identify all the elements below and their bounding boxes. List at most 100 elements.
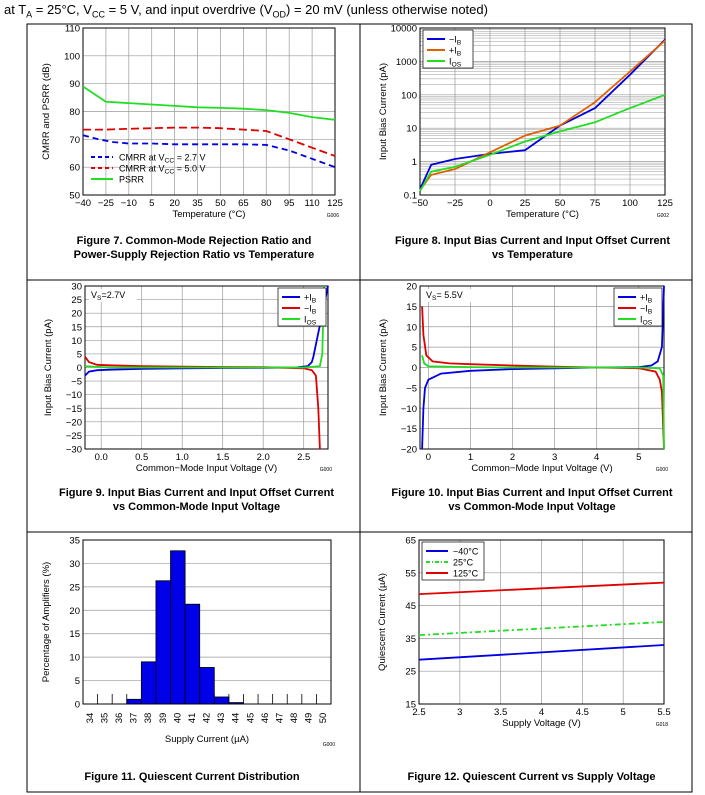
y-tick-label: 35 <box>69 536 80 547</box>
legend-label: −IB <box>304 304 317 316</box>
series-line <box>421 355 665 450</box>
legend-label-part: −I <box>640 304 648 314</box>
legend-label-part: I <box>640 315 643 325</box>
fig9-chart: −30 −25 −20 −15 −10 −5 0 5 10 15 20 25 30 0.0 0.5 1.0 1.… <box>43 282 334 514</box>
y-tick-label: −5 <box>71 377 82 388</box>
legend-label-part: CC <box>165 169 175 176</box>
series-line <box>84 285 325 369</box>
plot-frame <box>82 27 336 196</box>
figure-caption: vs Common-Mode Input Voltage <box>448 501 615 513</box>
y-tick-label: 25 <box>71 295 82 306</box>
legend-label-part: CMRR at V <box>119 164 165 174</box>
legend-label-part: CC <box>165 158 175 165</box>
supply-voltage-annotation-part: S <box>432 295 437 302</box>
x-tick-label: 25 <box>520 198 531 209</box>
legend-label-part: +I <box>640 293 648 303</box>
y-tick-label: 1000 <box>396 57 417 68</box>
x-tick-label: −10 <box>121 198 137 209</box>
header-vcc-sub: CC <box>91 9 105 20</box>
y-tick-label: 65 <box>405 536 416 547</box>
x-tick-label: 1.0 <box>176 452 189 463</box>
legend-label-part: B <box>457 51 462 58</box>
legend-label: IOS <box>640 315 653 327</box>
x-axis-title: Common−Mode Input Voltage (V) <box>136 463 277 474</box>
y-tick-label: 10 <box>71 336 82 347</box>
y-tick-label: 10 <box>69 653 80 664</box>
x-axis-title: Temperature (°C) <box>173 209 246 220</box>
y-tick-label: −10 <box>401 404 417 415</box>
x-tick-label: 35 <box>99 713 110 724</box>
x-tick-label: 47 <box>274 713 285 724</box>
legend-label: −IB <box>640 304 653 316</box>
histogram-bar <box>170 550 186 705</box>
supply-voltage-annotation-part: S <box>97 295 102 302</box>
x-tick-label: 5 <box>636 452 641 463</box>
figure-caption: Figure 12. Quiescent Current vs Supply V… <box>408 771 656 783</box>
x-tick-label: 110 <box>305 198 320 209</box>
x-tick-label: 46 <box>260 713 271 724</box>
x-tick-label: 3 <box>457 707 462 718</box>
x-tick-label: 5 <box>621 707 626 718</box>
y-tick-label: −15 <box>401 424 417 435</box>
legend-label: CMRR at VCC = 2.7 V <box>119 153 206 165</box>
legend-label-part: −I <box>304 304 312 314</box>
y-tick-label: 15 <box>71 322 82 333</box>
legend-label: IOS <box>449 57 462 69</box>
annotation-bg <box>89 289 137 302</box>
x-tick-label: 34 <box>85 713 96 724</box>
y-tick-label: 45 <box>405 601 416 612</box>
y-tick-label: 70 <box>69 135 80 146</box>
y-tick-label: −20 <box>401 445 417 456</box>
series-line <box>421 306 665 450</box>
y-tick-label: 0 <box>77 363 82 374</box>
legend-label-part: B <box>312 309 317 316</box>
histogram-bar <box>184 603 201 705</box>
x-tick-label: 125 <box>657 198 673 209</box>
y-axis-title: Input Bias Current (pA) <box>43 319 54 416</box>
y-tick-label: 15 <box>405 700 416 711</box>
x-tick-label: 5 <box>149 198 154 209</box>
legend-label: −IB <box>449 35 462 47</box>
x-tick-label: 20 <box>169 198 180 209</box>
x-tick-label: 2 <box>510 452 515 463</box>
conditions-header: at TA = 25°C, VCC = 5 V, and input overd… <box>4 2 488 20</box>
figure-code: G000 <box>323 742 335 748</box>
legend-label-part: B <box>312 298 317 305</box>
x-tick-label: 65 <box>238 198 249 209</box>
y-tick-label: −10 <box>66 390 82 401</box>
y-tick-label: 10 <box>406 124 417 135</box>
y-tick-label: 0.1 <box>404 191 417 202</box>
y-tick-label: 60 <box>69 163 80 174</box>
x-tick-label: 50 <box>215 198 226 209</box>
figure-code: G018 <box>656 722 668 728</box>
legend-label-part: OS <box>452 62 462 69</box>
y-tick-label: 55 <box>405 568 416 579</box>
y-axis-title: Quiescent Current (µA) <box>377 573 388 671</box>
legend-label-part: CMRR at V <box>119 153 165 163</box>
supply-voltage-annotation-part: = 5.5V <box>437 290 463 300</box>
x-tick-label: 0 <box>487 198 492 209</box>
series-line <box>418 581 665 595</box>
x-tick-label: 44 <box>231 713 242 724</box>
series-line <box>82 85 336 121</box>
figure-caption: Figure 9. Input Bias Current and Input O… <box>59 487 334 499</box>
x-tick-label: 37 <box>129 713 140 724</box>
legend-label-part: B <box>648 309 653 316</box>
y-tick-label: 30 <box>71 282 82 293</box>
x-tick-label: 4 <box>594 452 599 463</box>
y-tick-label: 100 <box>64 51 80 62</box>
legend-label-part: B <box>648 298 653 305</box>
annotation-bg <box>424 289 472 302</box>
x-axis-title: Temperature (°C) <box>506 209 579 220</box>
x-tick-label: 0 <box>426 452 431 463</box>
legend-label: CMRR at VCC = 5.0 V <box>119 164 206 176</box>
y-tick-label: 10000 <box>391 24 417 35</box>
x-tick-label: 50 <box>318 713 329 724</box>
x-axis-title: Common−Mode Input Voltage (V) <box>471 463 612 474</box>
x-tick-label: 0.5 <box>135 452 148 463</box>
y-tick-label: 0 <box>412 363 417 374</box>
fig8-chart: 0.1 1 10 100 1000 10000 −50 −25 0 25 50 75 100 125 −IB… <box>378 24 673 262</box>
y-tick-label: 30 <box>69 559 80 570</box>
x-tick-label: 43 <box>216 713 227 724</box>
